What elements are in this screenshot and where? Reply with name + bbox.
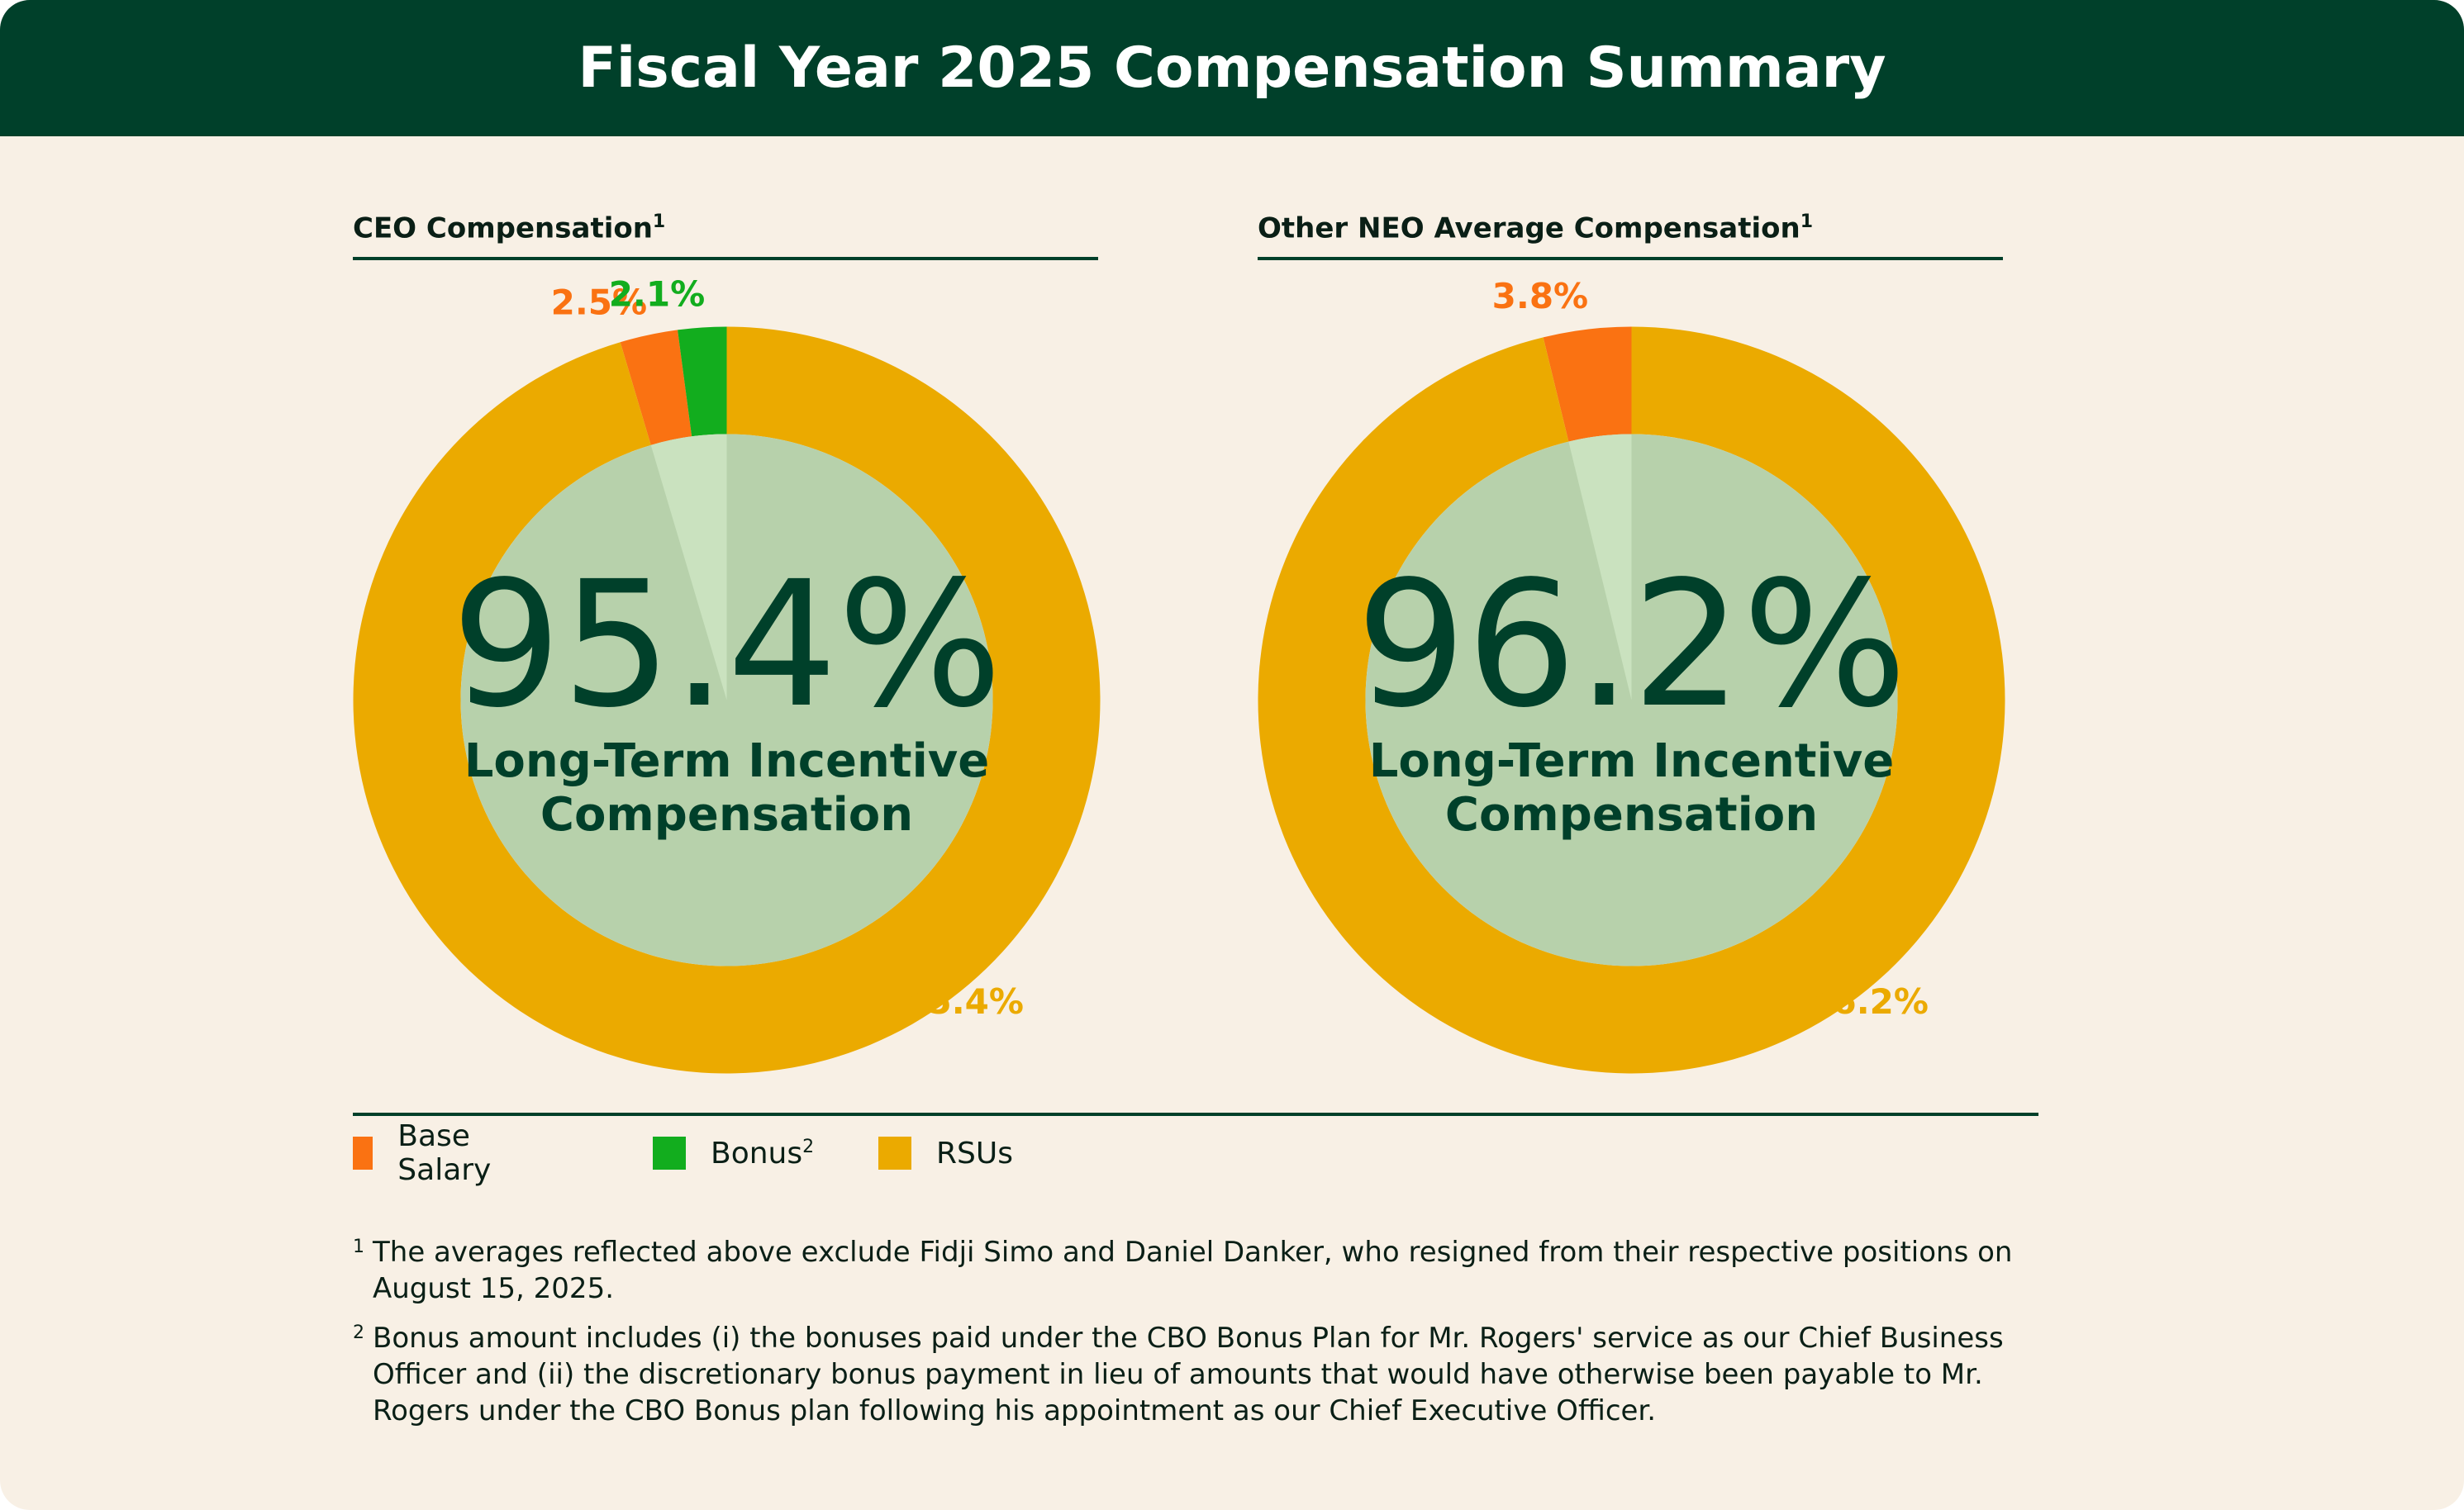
neo-center-label-line-1: Long-Term Incentive bbox=[1369, 734, 1895, 788]
ceo-inner-wedge bbox=[650, 434, 727, 700]
ceo-chart-title: CEO Compensation1 bbox=[353, 211, 665, 258]
footnote-1-mark: 1 bbox=[353, 1237, 364, 1257]
footnote-2-mark: 2 bbox=[353, 1322, 364, 1343]
neo-center-label-line-2: Compensation bbox=[1445, 788, 1818, 842]
ceo-chart-title-text: CEO Compensation bbox=[353, 211, 653, 245]
footnote-2: 2 Bonus amount includes (i) the bonuses … bbox=[353, 1320, 2055, 1429]
footnote-1-line-2: August 15, 2025. bbox=[373, 1272, 615, 1305]
page-title: Fiscal Year 2025 Compensation Summary bbox=[578, 36, 1886, 101]
legend-swatch-bonus bbox=[653, 1137, 686, 1170]
ceo-chart-title-footnote: 1 bbox=[652, 211, 666, 232]
legend-rule bbox=[353, 1113, 2038, 1116]
neo-center-value: 96.2% bbox=[1356, 544, 1907, 746]
footnote-1: 1 The averages reflected above exclude F… bbox=[353, 1234, 2055, 1307]
neo-slice-base-salary bbox=[1543, 326, 1632, 442]
neo-chart-title-text: Other NEO Average Compensation bbox=[1258, 211, 1800, 245]
legend-label-bonus-footnote: 2 bbox=[802, 1136, 815, 1157]
neo-title-rule bbox=[1258, 257, 2003, 260]
footnote-2-line-3: Rogers under the CBO Bonus plan followin… bbox=[373, 1394, 1657, 1427]
legend-label-bonus-text: Bonus bbox=[711, 1136, 803, 1170]
neo-label-base-salary: 3.8% bbox=[1492, 276, 1588, 316]
legend-item-base-salary: Base Salary bbox=[353, 1119, 504, 1187]
header-bar: Fiscal Year 2025 Compensation Summary bbox=[0, 0, 2464, 136]
legend-item-rsus: RSUs bbox=[878, 1128, 1013, 1178]
footnote-1-line-1: The averages reflected above exclude Fid… bbox=[373, 1236, 2013, 1269]
ceo-center-label-line-2: Compensation bbox=[540, 788, 913, 842]
ceo-center-label-line-1: Long-Term Incentive bbox=[464, 734, 990, 788]
ceo-slice-bonus bbox=[678, 326, 727, 437]
legend-label-rsus-text: RSUs bbox=[936, 1136, 1013, 1170]
footnotes: 1 The averages reflected above exclude F… bbox=[353, 1234, 2055, 1442]
neo-chart-title: Other NEO Average Compensation1 bbox=[1258, 211, 1813, 258]
legend-swatch-base-salary bbox=[353, 1137, 373, 1170]
footnote-2-line-1: Bonus amount includes (i) the bonuses pa… bbox=[373, 1322, 2004, 1355]
neo-inner-wedge bbox=[1568, 434, 1632, 700]
neo-label-rsus: 96.2% bbox=[1808, 981, 1929, 1022]
legend-label-base-salary-text: Base Salary bbox=[397, 1119, 492, 1187]
ceo-label-bonus: 2.1% bbox=[609, 274, 705, 315]
legend-label-rsus: RSUs bbox=[936, 1137, 1013, 1170]
neo-chart-title-footnote: 1 bbox=[1800, 211, 1814, 232]
neo-donut-chart: 96.2%Long-Term IncentiveCompensation3.8%… bbox=[1258, 276, 2005, 1074]
ceo-slice-base-salary bbox=[620, 330, 692, 445]
legend-label-bonus: Bonus2 bbox=[711, 1137, 814, 1170]
ceo-donut-chart: 95.4%Long-Term IncentiveCompensation2.5%… bbox=[353, 274, 1101, 1074]
ceo-center-value: 95.4% bbox=[451, 544, 1002, 746]
footnote-2-line-2: Officer and (ii) the discretionary bonus… bbox=[373, 1358, 1983, 1391]
legend-swatch-rsus bbox=[878, 1137, 911, 1170]
legend-label-base-salary: Base Salary bbox=[397, 1119, 504, 1187]
legend-item-bonus: Bonus2 bbox=[653, 1128, 814, 1178]
ceo-label-base-salary: 2.5% bbox=[551, 282, 647, 322]
ceo-label-rsus: 95.4% bbox=[903, 981, 1024, 1022]
ceo-title-rule bbox=[353, 257, 1098, 260]
